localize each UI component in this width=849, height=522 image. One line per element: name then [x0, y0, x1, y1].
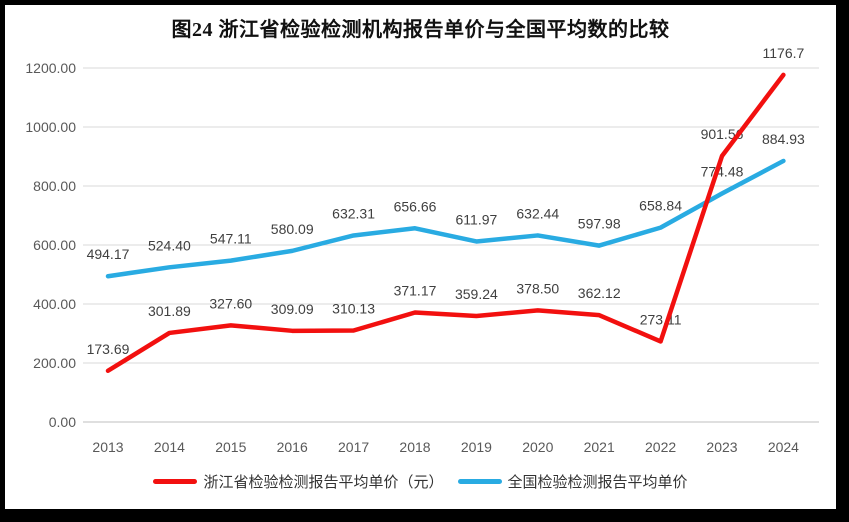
y-axis-tick-label: 0.00 — [49, 414, 76, 430]
data-point-label: 1176.7 — [763, 45, 805, 61]
y-axis-tick-label: 1000.00 — [25, 119, 76, 135]
data-point-label: 273.11 — [640, 311, 682, 327]
x-axis-tick-label: 2014 — [154, 439, 185, 455]
line-chart: 0.00 200.00 400.00 600.00 800.00 1000.00 1200.… — [25, 45, 819, 455]
chart-canvas: 图24 浙江省检验检测机构报告单价与全国平均数的比较 0.00 200.00 400… — [5, 5, 836, 509]
x-axis-tick-label: 2022 — [645, 439, 676, 455]
x-axis-tick-label: 2024 — [768, 439, 799, 455]
y-axis-tick-label: 1200.00 — [25, 60, 76, 76]
x-axis-tick-label: 2021 — [584, 439, 615, 455]
data-point-label: 173.69 — [87, 341, 130, 357]
x-axis-tick-label: 2018 — [399, 439, 430, 455]
data-point-label: 611.97 — [456, 211, 498, 227]
chart-title: 图24 浙江省检验检测机构报告单价与全国平均数的比较 — [171, 19, 670, 41]
data-point-label: 301.89 — [148, 303, 191, 319]
legend-swatch-zhejiang — [153, 479, 198, 484]
data-point-label: 774.48 — [701, 164, 744, 180]
data-point-label: 884.93 — [762, 131, 805, 147]
data-point-label: 656.66 — [394, 198, 437, 214]
legend-item-zhejiang: 浙江省检验检测报告平均单价（元） — [153, 471, 444, 492]
data-point-label: 310.13 — [332, 301, 375, 317]
y-axis-tick-label: 600.00 — [33, 237, 76, 253]
series-line-zhejiang — [105, 72, 786, 374]
data-point-label: 327.60 — [209, 295, 252, 311]
data-point-label: 378.50 — [516, 280, 559, 296]
legend-swatch-national — [457, 479, 502, 484]
x-axis-tick-label: 2015 — [215, 439, 246, 455]
data-point-label: 362.12 — [578, 285, 621, 301]
data-point-label: 494.17 — [87, 246, 130, 262]
data-point-label: 632.31 — [332, 205, 375, 221]
legend-label-national: 全国检验检测报告平均单价 — [507, 474, 688, 491]
legend-item-national: 全国检验检测报告平均单价 — [457, 471, 688, 492]
legend-label-zhejiang: 浙江省检验检测报告平均单价（元） — [203, 474, 444, 491]
x-axis-tick-label: 2020 — [522, 439, 553, 455]
data-point-label: 371.17 — [394, 283, 437, 299]
y-axis-tick-label: 400.00 — [33, 296, 76, 312]
data-point-label: 524.40 — [148, 237, 191, 253]
data-point-label: 597.98 — [578, 216, 621, 232]
data-point-label: 359.24 — [455, 286, 498, 302]
series-line-national — [105, 158, 786, 279]
y-axis-tick-label: 200.00 — [33, 355, 76, 371]
chart-legend: 浙江省检验检测报告平均单价（元） 全国检验检测报告平均单价 — [5, 471, 836, 492]
data-point-label: 580.09 — [271, 221, 314, 237]
data-point-label: 309.09 — [271, 301, 314, 317]
x-axis-tick-label: 2019 — [461, 439, 492, 455]
x-axis-tick-label: 2013 — [92, 439, 123, 455]
data-point-label: 547.11 — [210, 231, 252, 247]
y-axis-tick-label: 800.00 — [33, 178, 76, 194]
x-axis-tick-label: 2017 — [338, 439, 369, 455]
x-axis-tick-label: 2023 — [706, 439, 737, 455]
data-point-label: 632.44 — [516, 205, 559, 221]
data-point-label: 658.84 — [639, 198, 682, 214]
x-axis-tick-label: 2016 — [277, 439, 308, 455]
